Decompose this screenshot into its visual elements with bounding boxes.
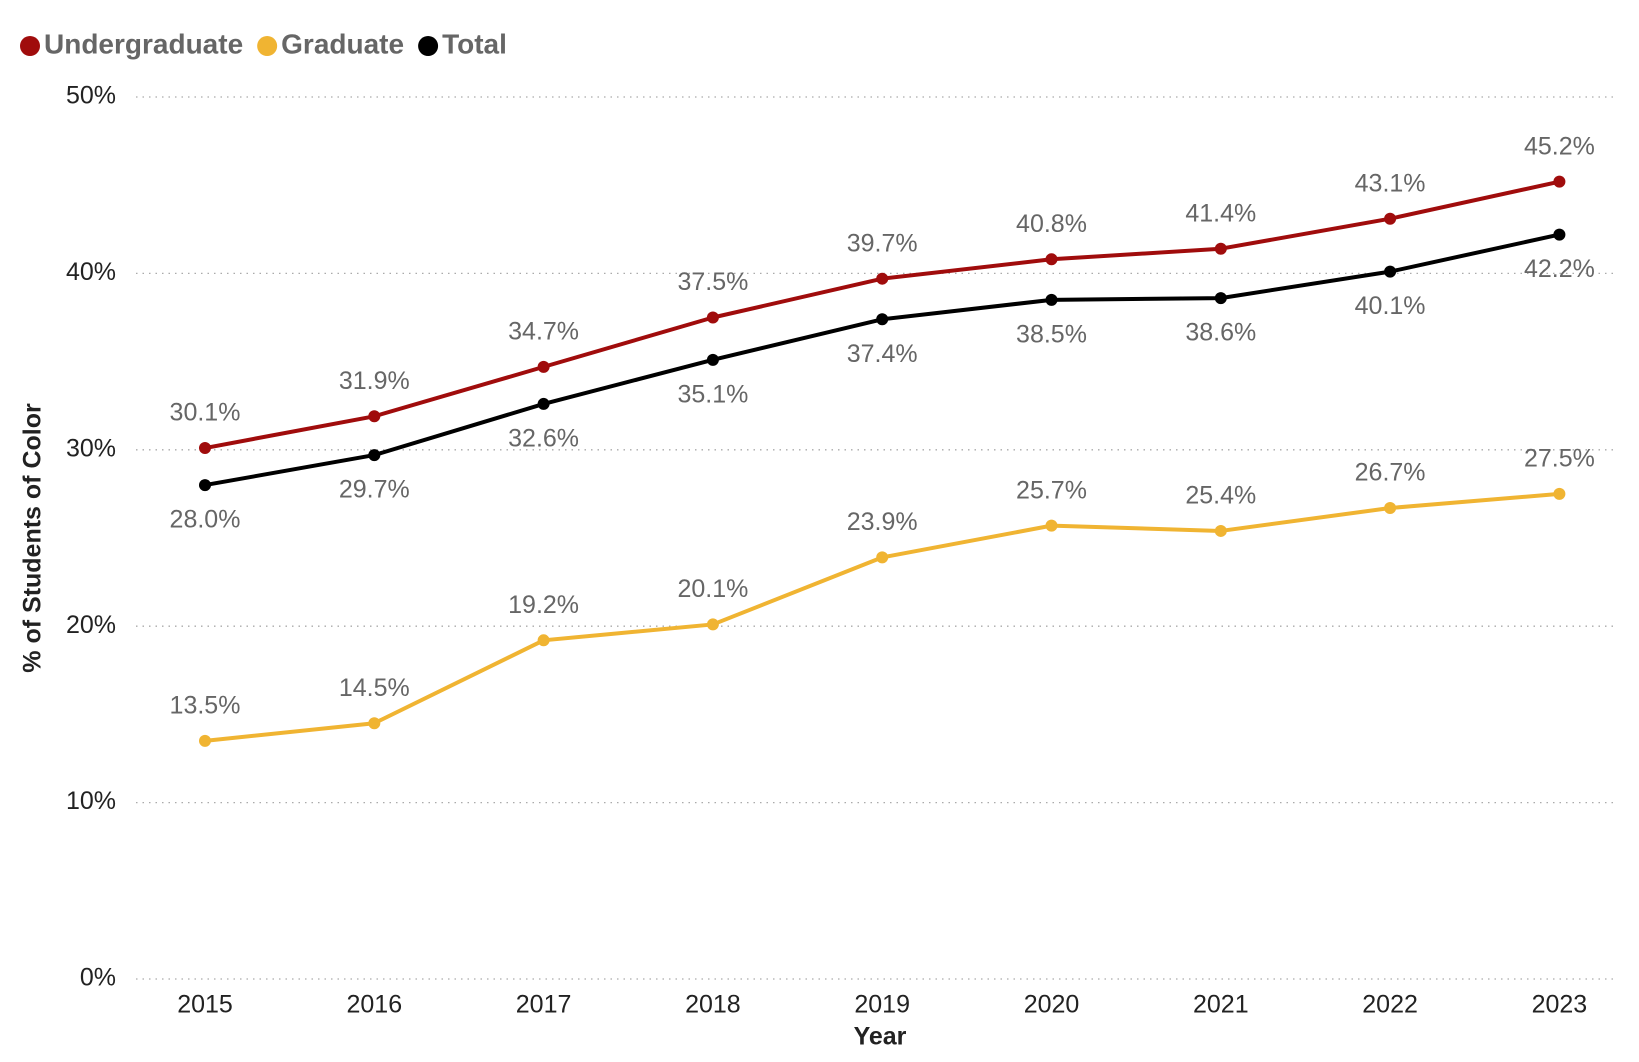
- data-point: [537, 397, 550, 410]
- x-tick-label: 2022: [1362, 991, 1418, 1019]
- y-tick-label: 50%: [66, 82, 116, 110]
- data-point: [1045, 253, 1058, 266]
- data-point: [876, 272, 889, 285]
- data-label: 37.5%: [677, 268, 748, 296]
- x-tick-label: 2015: [177, 991, 233, 1019]
- legend-label: Undergraduate: [44, 28, 243, 59]
- data-label: 25.4%: [1185, 482, 1256, 510]
- data-label: 31.9%: [339, 367, 410, 395]
- x-tick-label: 2023: [1532, 991, 1588, 1019]
- data-point: [368, 717, 381, 730]
- x-tick-label: 2016: [346, 991, 402, 1019]
- data-point: [1553, 175, 1566, 188]
- data-point: [199, 734, 211, 747]
- data-point: [1384, 502, 1397, 515]
- data-label: 29.7%: [339, 476, 410, 504]
- data-label: 37.4%: [847, 340, 918, 368]
- x-tick-label: 2020: [1024, 991, 1080, 1019]
- data-label: 45.2%: [1524, 132, 1595, 160]
- data-label: 42.2%: [1524, 255, 1595, 283]
- x-tick-label: 2018: [685, 991, 741, 1019]
- x-tick-label: 2019: [854, 991, 910, 1019]
- legend-marker: [257, 36, 278, 56]
- data-label: 32.6%: [508, 425, 579, 453]
- legend-label: Graduate: [281, 28, 404, 59]
- data-point: [1214, 242, 1227, 255]
- data-point: [1384, 265, 1397, 278]
- data-label: 19.2%: [508, 591, 579, 619]
- data-label: 43.1%: [1355, 169, 1426, 197]
- x-tick-label: 2021: [1193, 991, 1249, 1019]
- data-label: 39.7%: [847, 229, 918, 257]
- legend-marker: [20, 36, 40, 56]
- y-tick-label: 20%: [66, 611, 116, 639]
- data-point: [706, 618, 719, 631]
- data-label: 14.5%: [339, 674, 410, 702]
- data-label: 28.0%: [170, 506, 241, 534]
- x-tick-label: 2017: [516, 991, 572, 1019]
- data-label: 34.7%: [508, 318, 579, 346]
- data-label: 20.1%: [677, 575, 748, 603]
- data-point: [199, 479, 211, 492]
- data-point: [368, 410, 381, 423]
- data-label: 30.1%: [170, 399, 241, 427]
- data-point: [876, 551, 889, 564]
- data-label: 27.5%: [1524, 445, 1595, 473]
- data-point: [368, 449, 381, 462]
- data-point: [706, 311, 719, 324]
- data-point: [1553, 487, 1566, 500]
- data-point: [1214, 292, 1227, 305]
- data-point: [876, 313, 889, 326]
- y-tick-label: 10%: [66, 787, 116, 815]
- x-axis-title: Year: [854, 1023, 907, 1051]
- data-label: 40.1%: [1355, 292, 1426, 320]
- legend-label: Total: [442, 28, 507, 59]
- data-label: 13.5%: [170, 691, 241, 719]
- data-label: 41.4%: [1185, 199, 1256, 227]
- y-tick-label: 40%: [66, 258, 116, 286]
- data-point: [199, 442, 211, 455]
- data-label: 23.9%: [847, 508, 918, 536]
- data-point: [1045, 293, 1058, 306]
- y-axis-title: % of Students of Color: [19, 403, 47, 673]
- data-label: 25.7%: [1016, 476, 1087, 504]
- data-point: [706, 353, 719, 366]
- data-label: 26.7%: [1355, 459, 1426, 487]
- y-tick-label: 0%: [80, 964, 116, 992]
- data-point: [1045, 519, 1058, 532]
- data-label: 35.1%: [677, 380, 748, 408]
- data-point: [537, 360, 550, 373]
- data-label: 38.6%: [1185, 319, 1256, 347]
- legend-marker: [418, 36, 439, 56]
- data-point: [1553, 228, 1566, 241]
- data-label: 40.8%: [1016, 210, 1087, 238]
- data-point: [537, 634, 550, 647]
- data-label: 38.5%: [1016, 320, 1087, 348]
- y-tick-label: 30%: [66, 434, 116, 462]
- data-point: [1384, 212, 1397, 225]
- data-point: [1214, 524, 1227, 537]
